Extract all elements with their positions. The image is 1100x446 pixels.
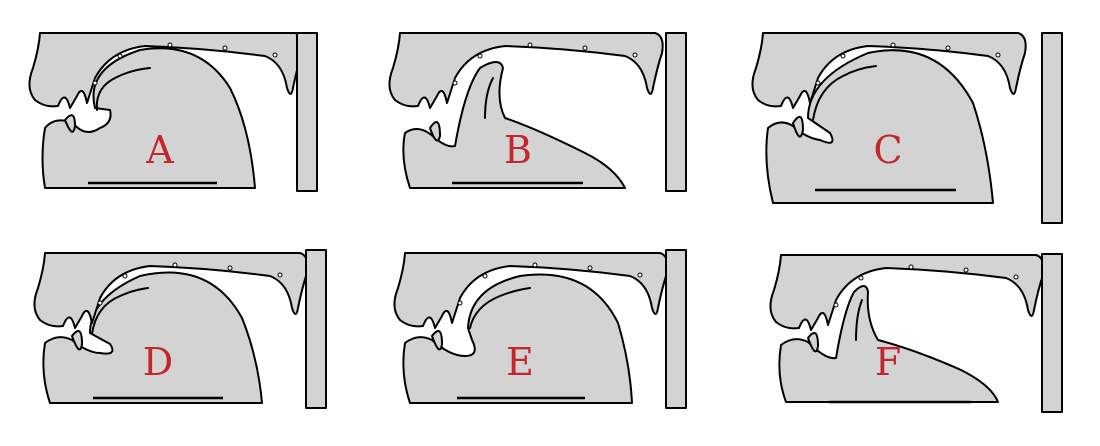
pharynx-wall bbox=[665, 249, 687, 409]
palate-point bbox=[482, 273, 488, 279]
tongue-contour-line bbox=[95, 67, 151, 111]
palate-point bbox=[587, 265, 593, 271]
panel-b bbox=[388, 32, 664, 189]
palate-point bbox=[172, 262, 178, 268]
panel-label: E bbox=[506, 340, 534, 384]
upper-jaw bbox=[388, 32, 664, 109]
panel-d bbox=[33, 252, 309, 404]
pharynx-wall bbox=[665, 32, 687, 192]
upper-jaw bbox=[751, 32, 1027, 109]
panel-label: F bbox=[875, 340, 901, 384]
lower-lip bbox=[807, 332, 819, 353]
palate-point bbox=[908, 264, 914, 270]
tongue-contour-line bbox=[855, 299, 863, 341]
palate-point bbox=[117, 53, 123, 59]
panel-label: B bbox=[504, 128, 532, 172]
lower-lip bbox=[64, 114, 76, 133]
palate-point bbox=[815, 80, 821, 86]
palate-point bbox=[840, 53, 846, 59]
palate-point bbox=[452, 80, 458, 86]
palate-point bbox=[527, 42, 533, 48]
palate-point bbox=[272, 52, 278, 58]
palate-point bbox=[122, 273, 128, 279]
tongue-body bbox=[402, 273, 633, 404]
lower-lip bbox=[71, 330, 83, 351]
palate-point bbox=[632, 52, 638, 58]
palate-point bbox=[222, 45, 228, 51]
pharynx-wall bbox=[305, 249, 327, 409]
pharynx-wall bbox=[1041, 253, 1063, 413]
lower-lip bbox=[792, 115, 804, 138]
panel-f bbox=[769, 254, 1045, 403]
tongue-contour-line bbox=[91, 287, 149, 335]
palate-point bbox=[833, 302, 839, 308]
upper-jaw bbox=[393, 252, 669, 329]
palate-point bbox=[277, 272, 283, 278]
panel-label: A bbox=[145, 128, 174, 172]
upper-jaw bbox=[33, 252, 309, 329]
palate-point bbox=[890, 42, 896, 48]
panel-label: D bbox=[143, 340, 173, 384]
panels: A B C D E F bbox=[28, 32, 1063, 413]
palate-point bbox=[457, 300, 463, 306]
lower-lip bbox=[429, 121, 441, 142]
palate-point bbox=[582, 45, 588, 51]
upper-jaw bbox=[28, 32, 304, 109]
lower-lip bbox=[431, 330, 443, 351]
palate-point bbox=[963, 267, 969, 273]
palate-point bbox=[945, 45, 951, 51]
palate-point bbox=[227, 265, 233, 271]
tongue-contour-line bbox=[484, 77, 494, 119]
palate-point bbox=[532, 262, 538, 268]
tongue-contour-line bbox=[469, 287, 531, 329]
palate-point bbox=[167, 42, 173, 48]
palate-point bbox=[92, 80, 98, 86]
upper-jaw bbox=[769, 254, 1045, 331]
panel-c bbox=[751, 32, 1027, 204]
panel-label: C bbox=[873, 128, 902, 172]
panel-e bbox=[393, 252, 669, 404]
palate-point bbox=[1013, 274, 1019, 280]
palate-point bbox=[995, 52, 1001, 58]
pharynx-wall bbox=[1041, 32, 1063, 224]
tongue-contour-line bbox=[812, 65, 877, 121]
palate-point bbox=[858, 275, 864, 281]
tongue-body bbox=[778, 285, 999, 403]
palate-point bbox=[637, 272, 643, 278]
palate-point bbox=[97, 300, 103, 306]
tongue-body bbox=[402, 61, 626, 189]
palate-point bbox=[477, 53, 483, 59]
panel-a bbox=[28, 32, 304, 189]
pharynx-wall bbox=[296, 32, 318, 192]
